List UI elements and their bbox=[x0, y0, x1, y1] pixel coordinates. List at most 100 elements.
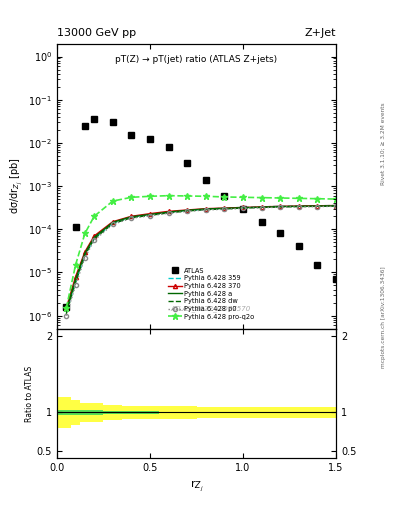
Pythia 6.428 370 bbox=[222, 205, 227, 211]
Pythia 6.428 a bbox=[83, 250, 87, 256]
Pythia 6.428 a bbox=[241, 205, 245, 211]
ATLAS bbox=[110, 119, 115, 125]
Line: Pythia 6.428 359: Pythia 6.428 359 bbox=[66, 205, 336, 312]
Pythia 6.428 a bbox=[334, 203, 338, 209]
Pythia 6.428 359 bbox=[296, 203, 301, 209]
Text: ATLAS_2022_I2077570: ATLAS_2022_I2077570 bbox=[170, 305, 251, 311]
Pythia 6.428 p0 bbox=[278, 204, 283, 210]
Pythia 6.428 a bbox=[129, 214, 134, 220]
ATLAS bbox=[129, 132, 134, 138]
Pythia 6.428 370 bbox=[315, 203, 320, 209]
Pythia 6.428 pro-q2o bbox=[315, 196, 320, 202]
Pythia 6.428 370 bbox=[296, 203, 301, 209]
Pythia 6.428 dw bbox=[296, 203, 301, 209]
Pythia 6.428 a bbox=[259, 204, 264, 210]
Pythia 6.428 p0 bbox=[241, 205, 245, 211]
Pythia 6.428 a bbox=[296, 203, 301, 209]
Pythia 6.428 a bbox=[148, 211, 152, 218]
Pythia 6.428 359 bbox=[204, 206, 208, 212]
Pythia 6.428 p0 bbox=[166, 210, 171, 216]
Pythia 6.428 370 bbox=[241, 204, 245, 210]
Pythia 6.428 359 bbox=[110, 220, 115, 226]
Pythia 6.428 dw bbox=[185, 208, 189, 214]
ATLAS bbox=[185, 160, 189, 166]
Pythia 6.428 pro-q2o bbox=[148, 193, 152, 199]
ATLAS bbox=[148, 136, 152, 142]
Pythia 6.428 pro-q2o bbox=[241, 194, 245, 200]
Pythia 6.428 370 bbox=[148, 210, 152, 217]
Pythia 6.428 dw bbox=[148, 212, 152, 219]
ATLAS bbox=[83, 123, 87, 129]
Pythia 6.428 p0 bbox=[222, 206, 227, 212]
Pythia 6.428 a bbox=[64, 308, 69, 314]
Pythia 6.428 370 bbox=[185, 207, 189, 213]
Pythia 6.428 pro-q2o bbox=[259, 195, 264, 201]
Pythia 6.428 359 bbox=[83, 252, 87, 259]
ATLAS bbox=[259, 219, 264, 225]
Pythia 6.428 p0 bbox=[92, 238, 97, 244]
Pythia 6.428 dw bbox=[83, 252, 87, 259]
X-axis label: r$_{Z_j}$: r$_{Z_j}$ bbox=[190, 479, 203, 494]
Pythia 6.428 pro-q2o bbox=[222, 194, 227, 200]
ATLAS bbox=[315, 262, 320, 268]
Pythia 6.428 p0 bbox=[148, 212, 152, 219]
Pythia 6.428 359 bbox=[185, 207, 189, 214]
Pythia 6.428 370 bbox=[259, 204, 264, 210]
Pythia 6.428 a bbox=[222, 205, 227, 211]
Pythia 6.428 359 bbox=[334, 202, 338, 208]
Text: mcplots.cern.ch [arXiv:1306.3436]: mcplots.cern.ch [arXiv:1306.3436] bbox=[381, 267, 386, 368]
Pythia 6.428 dw bbox=[64, 311, 69, 317]
Line: ATLAS: ATLAS bbox=[64, 117, 339, 310]
ATLAS bbox=[278, 230, 283, 237]
Pythia 6.428 p0 bbox=[315, 203, 320, 209]
Pythia 6.428 370 bbox=[64, 305, 69, 311]
Pythia 6.428 370 bbox=[204, 206, 208, 212]
ATLAS bbox=[64, 304, 69, 310]
Pythia 6.428 p0 bbox=[185, 208, 189, 215]
Text: Rivet 3.1.10; ≥ 3.2M events: Rivet 3.1.10; ≥ 3.2M events bbox=[381, 102, 386, 185]
Pythia 6.428 a bbox=[92, 234, 97, 241]
Line: Pythia 6.428 dw: Pythia 6.428 dw bbox=[66, 206, 336, 314]
ATLAS bbox=[73, 224, 78, 230]
Pythia 6.428 359 bbox=[64, 309, 69, 315]
Pythia 6.428 p0 bbox=[110, 221, 115, 227]
Pythia 6.428 359 bbox=[148, 211, 152, 218]
Pythia 6.428 dw bbox=[315, 203, 320, 209]
Pythia 6.428 pro-q2o bbox=[92, 213, 97, 219]
Pythia 6.428 370 bbox=[129, 213, 134, 219]
ATLAS bbox=[92, 116, 97, 122]
Pythia 6.428 dw bbox=[259, 204, 264, 210]
Pythia 6.428 370 bbox=[92, 233, 97, 239]
Pythia 6.428 359 bbox=[241, 204, 245, 210]
Line: Pythia 6.428 pro-q2o: Pythia 6.428 pro-q2o bbox=[63, 192, 340, 311]
Pythia 6.428 359 bbox=[315, 203, 320, 209]
ATLAS bbox=[334, 276, 338, 282]
Pythia 6.428 a bbox=[315, 203, 320, 209]
Pythia 6.428 359 bbox=[92, 236, 97, 242]
Pythia 6.428 dw bbox=[334, 203, 338, 209]
Legend: ATLAS, Pythia 6.428 359, Pythia 6.428 370, Pythia 6.428 a, Pythia 6.428 dw, Pyth: ATLAS, Pythia 6.428 359, Pythia 6.428 37… bbox=[168, 268, 255, 319]
Pythia 6.428 359 bbox=[166, 209, 171, 215]
Pythia 6.428 pro-q2o bbox=[185, 193, 189, 199]
Pythia 6.428 359 bbox=[73, 279, 78, 285]
Pythia 6.428 dw bbox=[204, 206, 208, 212]
Pythia 6.428 pro-q2o bbox=[110, 198, 115, 204]
Pythia 6.428 359 bbox=[222, 205, 227, 211]
Pythia 6.428 p0 bbox=[204, 207, 208, 213]
Pythia 6.428 pro-q2o bbox=[334, 196, 338, 202]
Pythia 6.428 p0 bbox=[334, 203, 338, 209]
Text: pT(Z) → pT(jet) ratio (ATLAS Z+jets): pT(Z) → pT(jet) ratio (ATLAS Z+jets) bbox=[116, 55, 277, 64]
Pythia 6.428 pro-q2o bbox=[204, 193, 208, 199]
Pythia 6.428 dw bbox=[73, 279, 78, 285]
Pythia 6.428 a bbox=[166, 209, 171, 215]
Pythia 6.428 p0 bbox=[129, 215, 134, 221]
ATLAS bbox=[296, 243, 301, 249]
Pythia 6.428 pro-q2o bbox=[166, 193, 171, 199]
Text: 13000 GeV pp: 13000 GeV pp bbox=[57, 28, 136, 38]
Pythia 6.428 pro-q2o bbox=[83, 230, 87, 237]
Pythia 6.428 pro-q2o bbox=[278, 195, 283, 201]
Pythia 6.428 dw bbox=[278, 204, 283, 210]
Pythia 6.428 a bbox=[204, 206, 208, 212]
Pythia 6.428 pro-q2o bbox=[73, 262, 78, 268]
Pythia 6.428 359 bbox=[278, 203, 283, 209]
